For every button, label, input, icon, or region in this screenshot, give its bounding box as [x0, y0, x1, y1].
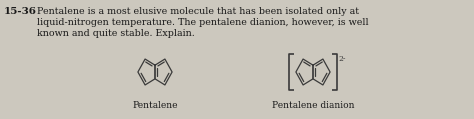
Text: Pentalene is a most elusive molecule that has been isolated only at: Pentalene is a most elusive molecule tha… [37, 7, 359, 16]
Text: liquid-nitrogen temperature. The pentalene dianion, however, is well: liquid-nitrogen temperature. The pentale… [37, 18, 369, 27]
Text: known and quite stable. Explain.: known and quite stable. Explain. [37, 29, 195, 38]
Text: Pentalene: Pentalene [132, 101, 178, 110]
Text: 15-36: 15-36 [4, 7, 37, 16]
Text: 2-: 2- [338, 55, 346, 63]
Text: Pentalene dianion: Pentalene dianion [272, 101, 354, 110]
